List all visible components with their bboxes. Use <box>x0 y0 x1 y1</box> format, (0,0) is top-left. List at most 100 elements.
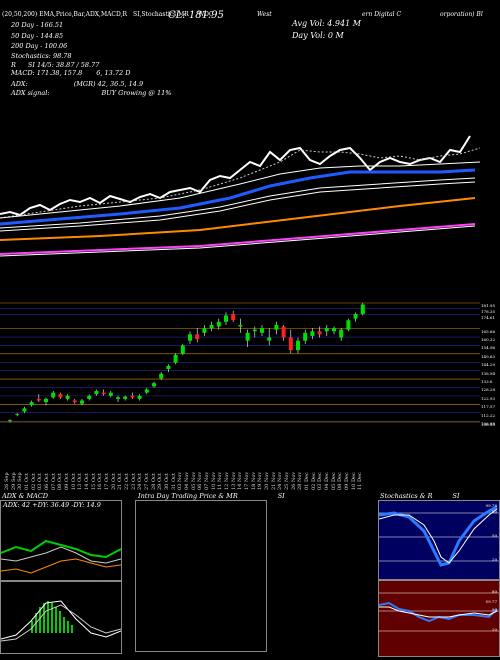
date-tick-label: 23 Oct <box>130 473 137 490</box>
date-tick-label: 31 Oct <box>170 473 177 490</box>
company-part1: West <box>257 11 272 18</box>
price-tick-label: 122.93 <box>481 395 495 401</box>
date-tick-label: 10 Dec <box>350 472 357 490</box>
candle <box>159 373 164 379</box>
date-tick-label: 10 Nov <box>210 471 217 490</box>
candle <box>346 320 351 330</box>
day-volume: Day Vol: 0 M <box>292 31 344 40</box>
stoch-d-line <box>379 508 498 564</box>
date-tick-label: 07 Oct <box>50 473 57 490</box>
date-tick-label: 28 Nov <box>297 471 304 490</box>
date-tick-label: 02 Oct <box>30 473 37 490</box>
date-tick-label: 26 Sep <box>4 472 10 490</box>
stoch-current: 99.78 <box>485 503 497 508</box>
date-tick-label: 30 Oct <box>164 473 170 490</box>
candle <box>130 395 135 398</box>
avg-volume: Avg Vol: 4.941 M <box>292 19 361 28</box>
date-tick-label: 14 Oct <box>84 473 90 490</box>
date-tick-label: 11 Nov <box>217 471 224 490</box>
candle <box>72 400 77 403</box>
candle <box>123 396 128 399</box>
date-tick-label: 22 Oct <box>124 473 130 490</box>
candle <box>108 392 113 396</box>
signal-line <box>1 604 121 642</box>
rsi-white-line <box>379 606 498 618</box>
candle <box>281 326 286 338</box>
candle <box>353 313 358 319</box>
candle <box>296 340 300 351</box>
candle <box>238 324 243 327</box>
date-tick-label: 13 Nov <box>230 471 237 490</box>
date-tick-label: 24 Oct <box>137 473 144 490</box>
adx-readout: ADX: 42 +DY: 36.49 -DY: 14.9 <box>3 501 101 509</box>
candle <box>44 398 48 403</box>
ema50-band2 <box>0 181 476 232</box>
date-tick-label: 14 Nov <box>237 471 244 490</box>
stochastics-label: Stochastics: 98.78 <box>11 52 72 60</box>
candle <box>80 400 84 404</box>
stochastics-panel: 80 50 20 99.78 <box>378 500 500 580</box>
date-tick-label: 09 Dec <box>344 472 350 490</box>
candle <box>116 397 120 399</box>
date-tick-label: 07 Nov <box>204 471 210 490</box>
intraday-title: Intra Day Trading Price & MR SI <box>138 492 285 500</box>
date-tick-label: 01 Oct <box>24 473 30 490</box>
rsi-axis-80: 80 <box>491 589 497 594</box>
date-tick-label: 17 Nov <box>244 471 250 490</box>
price-tick-label: 178.35 <box>481 308 495 314</box>
date-tick-label: 05 Dec <box>330 472 337 490</box>
macd-line <box>1 600 121 640</box>
candle <box>202 328 207 333</box>
date-tick-label: 20 Oct <box>110 473 117 490</box>
candle <box>180 345 185 354</box>
date-tick-label: 16 Oct <box>97 473 104 490</box>
date-tick-label: 29 Oct <box>157 473 164 490</box>
date-tick-label: 28 Oct <box>150 473 157 490</box>
candle <box>317 331 322 335</box>
price-tick-label: 117.57 <box>481 404 495 410</box>
ema-chart <box>0 135 481 257</box>
rsi-panel: 80 50 20 59.77 <box>378 580 500 657</box>
price-tick-label: 165.66 <box>481 328 495 334</box>
stochastics-title: Stochastics & R SI <box>380 492 460 500</box>
rsi-axis-20: 20 <box>491 627 497 632</box>
date-tick-label: 03 Oct <box>37 473 44 490</box>
candle <box>224 315 228 322</box>
company-part3: orporation) Bl <box>440 11 483 18</box>
date-tick-label: 06 Nov <box>197 471 204 490</box>
date-tick-label: 21 Nov <box>270 471 277 490</box>
adx-line <box>1 558 121 574</box>
date-tick-label: 25 Nov <box>284 471 290 490</box>
dotted-line <box>0 147 481 219</box>
candle <box>231 313 236 321</box>
candle <box>173 354 178 363</box>
rsi-blue-line <box>379 601 498 623</box>
ema20-label: 20 Day - 166.51 <box>11 21 64 29</box>
candle <box>94 391 99 395</box>
price-tick-label: 149.63 <box>481 353 495 359</box>
rsi-axis-50: 50 <box>491 607 497 612</box>
macd-panel <box>0 580 122 654</box>
date-tick-label: 03 Nov <box>177 471 184 490</box>
candle <box>8 420 12 422</box>
price-tick-label: 112.22 <box>481 412 495 418</box>
stoch-axis-50: 50 <box>491 533 497 538</box>
price-tick-label: 144.29 <box>481 362 495 368</box>
symbol-code: WDC <box>198 11 214 18</box>
price-tick-label: 138.94 <box>481 370 495 376</box>
candle <box>87 395 92 399</box>
candle <box>15 413 20 415</box>
date-tick-label: 19 Nov <box>257 471 264 490</box>
date-tick-label: 13 Oct <box>77 473 84 490</box>
ema50-line-blue <box>0 168 476 226</box>
date-tick-label: 24 Nov <box>277 471 284 490</box>
candle <box>274 324 279 330</box>
date-tick-label: 30 Sep <box>17 472 24 490</box>
rsi-current: 59.77 <box>485 599 497 604</box>
date-tick-label: 26 Nov <box>290 471 297 490</box>
intraday-panel <box>135 500 267 652</box>
company-part2: ern Digital C <box>362 11 402 18</box>
candle <box>252 329 257 332</box>
candle <box>51 392 56 398</box>
macd-histogram <box>31 601 73 633</box>
